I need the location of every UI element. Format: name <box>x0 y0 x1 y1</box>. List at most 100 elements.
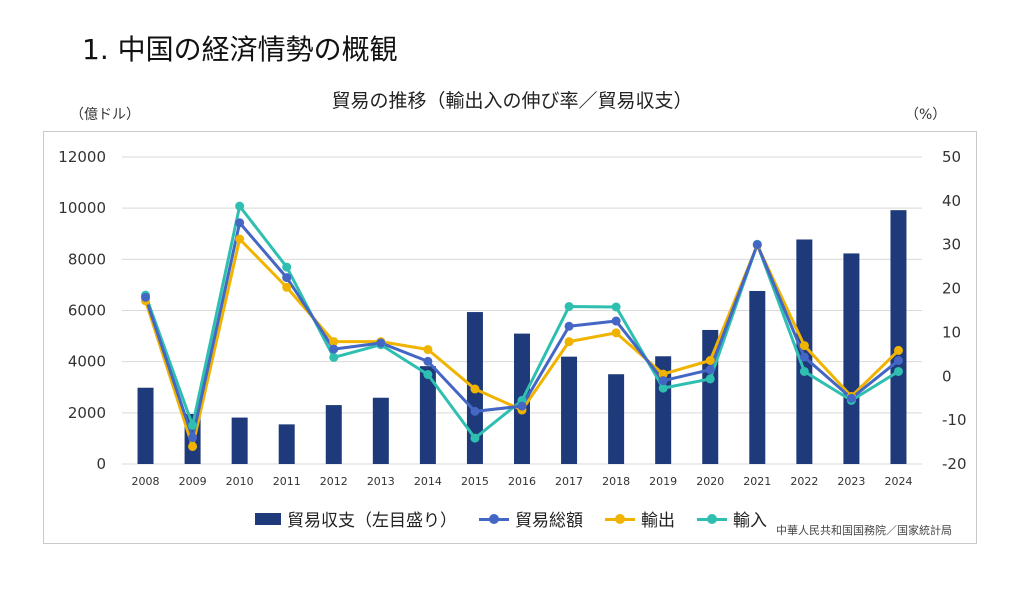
right-axis-unit: （%） <box>905 107 947 123</box>
point-imports <box>282 262 292 272</box>
point-imports <box>658 383 668 393</box>
x-tick-label: 2018 <box>602 475 630 488</box>
bar-trade-balance <box>231 417 248 464</box>
point-imports <box>564 302 574 312</box>
point-total-trade <box>611 316 621 326</box>
x-tick-label: 2015 <box>461 475 489 488</box>
legend-swatch-bar <box>255 512 281 525</box>
point-total-trade <box>329 344 339 354</box>
point-total-trade <box>846 393 856 403</box>
y-left-tick-label: 4000 <box>68 353 106 371</box>
legend-swatch-total <box>479 513 509 525</box>
bar-trade-balance <box>890 210 907 464</box>
x-tick-label: 2014 <box>414 475 442 488</box>
legend-item-imports: 輸入 <box>697 506 767 531</box>
y-right-tick-label: 40 <box>942 192 961 210</box>
point-imports <box>470 433 480 443</box>
point-total-trade <box>282 273 292 283</box>
bar-trade-balance <box>137 387 154 464</box>
point-total-trade <box>893 355 903 365</box>
point-exports <box>188 441 198 451</box>
x-tick-label: 2019 <box>649 475 677 488</box>
point-imports <box>423 370 433 380</box>
point-exports <box>564 337 574 347</box>
point-exports <box>470 384 480 394</box>
source-note: 中華人民共和国国務院／国家統計局 <box>776 524 952 537</box>
point-imports <box>799 366 809 376</box>
legend-label-total-trade: 貿易総額 <box>515 511 583 531</box>
y-left-tick-label: 8000 <box>68 250 106 268</box>
x-tick-label: 2010 <box>226 475 254 488</box>
point-imports <box>188 420 198 430</box>
y-right-tick-label: -10 <box>942 411 967 429</box>
point-exports <box>282 282 292 292</box>
point-total-trade <box>423 356 433 366</box>
point-exports <box>658 369 668 379</box>
y-left-tick-label: 6000 <box>68 302 106 320</box>
point-imports <box>235 201 245 211</box>
legend-item-exports: 輸出 <box>605 506 675 531</box>
legend-item-trade-balance: 貿易収支（左目盛り） <box>255 506 457 531</box>
x-tick-label: 2012 <box>320 475 348 488</box>
point-imports <box>705 374 715 384</box>
x-tick-label: 2022 <box>790 475 818 488</box>
point-exports <box>893 345 903 355</box>
point-imports <box>329 352 339 362</box>
x-tick-label: 2021 <box>743 475 771 488</box>
legend-swatch-import <box>697 513 727 525</box>
y-left-tick-label: 10000 <box>58 199 106 217</box>
point-total-trade <box>799 352 809 362</box>
bar-trade-balance <box>325 405 342 464</box>
bar-trade-balance <box>796 239 813 464</box>
point-total-trade <box>564 321 574 331</box>
point-total-trade <box>235 218 245 228</box>
point-total-trade <box>470 406 480 416</box>
point-total-trade <box>376 338 386 348</box>
bar-trade-balance <box>372 397 389 464</box>
x-tick-label: 2016 <box>508 475 536 488</box>
y-right-tick-label: 30 <box>942 236 961 254</box>
chart-legend: 貿易収支（左目盛り） 貿易総額 輸出 輸入 <box>255 506 789 531</box>
point-exports <box>611 328 621 338</box>
x-tick-label: 2013 <box>367 475 395 488</box>
x-tick-label: 2020 <box>696 475 724 488</box>
x-tick-label: 2011 <box>273 475 301 488</box>
bar-trade-balance <box>843 253 860 464</box>
left-axis-unit: （億ドル） <box>70 107 140 123</box>
point-exports <box>423 345 433 355</box>
x-tick-label: 2024 <box>884 475 912 488</box>
x-tick-label: 2023 <box>837 475 865 488</box>
point-imports <box>611 302 621 312</box>
point-total-trade <box>705 365 715 375</box>
y-right-tick-label: 0 <box>942 367 952 385</box>
y-right-tick-label: -20 <box>942 455 967 473</box>
point-total-trade <box>188 433 198 443</box>
legend-label-imports: 輸入 <box>733 511 767 531</box>
y-right-tick-label: 20 <box>942 280 961 298</box>
x-tick-label: 2017 <box>555 475 583 488</box>
chart-title: 貿易の推移（輸出入の伸び率／貿易収支） <box>331 90 693 112</box>
y-left-tick-label: 2000 <box>68 404 106 422</box>
bar-trade-balance <box>749 290 766 464</box>
bar-trade-balance <box>608 374 625 464</box>
legend-item-total-trade: 貿易総額 <box>479 506 583 531</box>
point-exports <box>329 337 339 347</box>
point-exports <box>799 341 809 351</box>
point-total-trade <box>517 401 527 411</box>
point-imports <box>893 366 903 376</box>
y-right-tick-label: 10 <box>942 323 961 341</box>
point-total-trade <box>752 240 762 250</box>
y-right-tick-label: 50 <box>942 148 961 166</box>
legend-swatch-export <box>605 513 635 525</box>
x-tick-label: 2008 <box>132 475 160 488</box>
x-tick-label: 2009 <box>179 475 207 488</box>
chart-frame <box>43 131 977 544</box>
point-exports <box>235 234 245 244</box>
page-heading: 1. 中国の経済情勢の概観 <box>82 33 398 66</box>
legend-label-trade-balance: 貿易収支（左目盛り） <box>287 511 457 531</box>
bar-trade-balance <box>419 366 436 464</box>
y-left-tick-label: 0 <box>96 455 106 473</box>
bar-trade-balance <box>561 356 578 464</box>
point-total-trade <box>658 376 668 386</box>
